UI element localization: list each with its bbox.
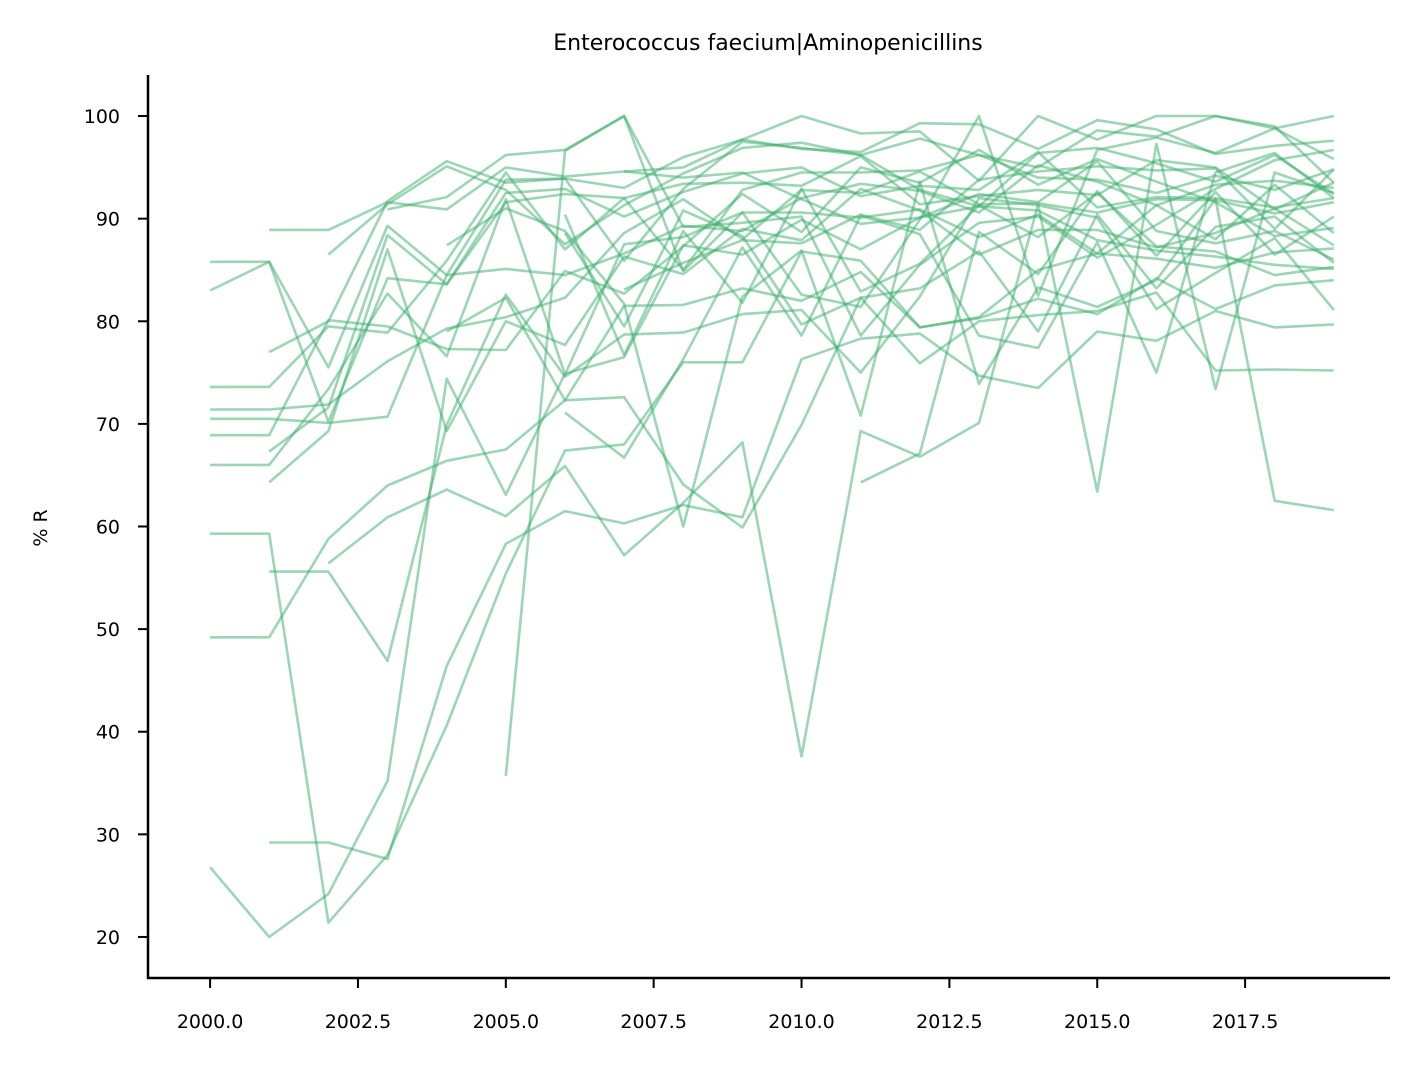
series-line-8	[210, 250, 1334, 924]
series-line-2	[209, 150, 1335, 424]
series-line-18	[327, 142, 1335, 758]
x-tick-label: 2002.5	[325, 1011, 391, 1033]
series-line-10	[209, 205, 1334, 939]
series-line-11	[269, 118, 1334, 232]
y-tick-label: 20	[96, 927, 120, 949]
y-tick-label: 50	[96, 619, 120, 641]
series-line-9	[210, 247, 1334, 639]
x-tick-label: 2005.0	[473, 1011, 539, 1033]
series-line-26	[623, 159, 1335, 261]
series-line-13	[268, 153, 1335, 453]
y-tick-label: 80	[96, 311, 120, 333]
series-line-23	[563, 209, 1335, 333]
y-ticks: 20 30 40 50 60 70 80 90 100	[84, 106, 148, 949]
y-tick-label: 40	[96, 722, 120, 744]
x-tick-label: 2015.0	[1064, 1011, 1130, 1033]
x-tick-label: 2012.5	[916, 1011, 982, 1033]
x-tick-label: 2000.0	[177, 1011, 243, 1033]
series-line-27	[623, 165, 1335, 291]
series-line-24	[564, 151, 1335, 460]
x-ticks: 2000.0 2002.5 2005.0 2007.5 2010.0 2012.5 2015…	[177, 978, 1278, 1033]
series-line-28	[860, 189, 1335, 484]
series-line-21	[446, 291, 1334, 529]
series-line-15	[269, 196, 1335, 663]
y-tick-label: 90	[96, 209, 120, 231]
y-tick-label: 30	[96, 824, 120, 846]
y-axis-label: % R	[30, 509, 52, 546]
chart-title: Enterococcus faecium|Aminopenicillins	[553, 31, 982, 56]
series-line-3	[210, 154, 1335, 389]
y-tick-label: 60	[96, 517, 120, 539]
series-line-12	[268, 114, 1335, 354]
series-line-19	[387, 114, 1335, 309]
series-line-7	[210, 183, 1335, 467]
series-line-17	[327, 114, 1335, 256]
x-tick-label: 2017.5	[1212, 1011, 1278, 1033]
y-tick-label: 70	[96, 414, 120, 436]
series-line-16	[269, 309, 1334, 861]
series-line-25	[563, 187, 1334, 357]
series-layer	[209, 114, 1335, 939]
x-tick-label: 2007.5	[620, 1011, 686, 1033]
y-tick-label: 100	[84, 106, 120, 128]
x-tick-label: 2010.0	[768, 1011, 834, 1033]
